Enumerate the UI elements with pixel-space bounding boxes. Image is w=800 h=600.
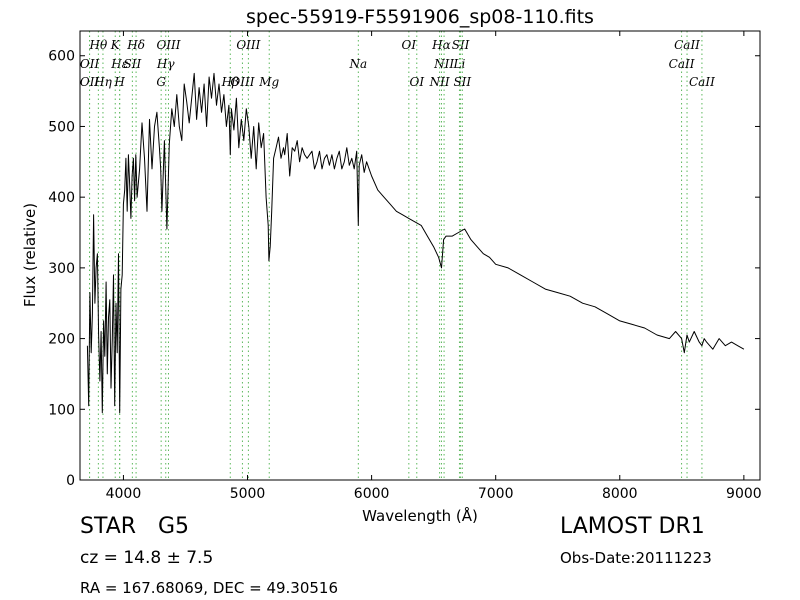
x-tick-label: 9000 [726,486,762,502]
marker-label: SII [452,38,470,52]
plot-frame [79,30,761,481]
marker-label: SII [453,75,471,89]
y-axis-label: Flux (relative) [21,203,39,307]
x-tick-label: 5000 [230,486,266,502]
marker-label: Li [453,57,466,71]
y-tick-label: 0 [66,473,75,489]
x-tick-label: 6000 [354,486,390,502]
y-tick-label: 200 [48,332,75,348]
marker-label: OI [402,38,417,52]
survey-label: LAMOST DR1 [560,514,705,539]
spectrum-line [86,72,745,414]
object-class: STAR [80,514,137,539]
marker-label: OIII [230,75,254,89]
y-tick-label: 400 [48,190,75,206]
x-tick-label: 8000 [602,486,638,502]
marker-label: H [113,75,125,89]
x-axis-label: Wavelength (Å) [362,506,478,525]
marker-label: Hγ [156,57,175,71]
marker-label: CaII [669,57,695,71]
marker-label: CaII [689,75,715,89]
y-tick-label: 100 [48,402,75,418]
marker-label: Hα [431,38,451,52]
marker-label: CaII [674,38,700,52]
x-tick-label: 7000 [478,486,514,502]
marker-label: Hδ [126,38,145,52]
marker-label: Hβ [221,75,239,89]
marker-label: Mg [258,75,279,89]
y-tick-label: 500 [48,119,75,135]
object-subclass: G5 [158,514,190,539]
y-axis: 0 100 200 300 400 500 600 [48,49,760,489]
marker-label: SII [124,57,142,71]
marker-label: NII [429,75,450,89]
marker-label: Na [349,57,368,71]
spectrum-line-layer [86,72,745,414]
redshift-label: cz = 14.8 ± 7.5 [80,548,214,568]
y-tick-label: 600 [48,49,75,65]
y-tick-label: 300 [48,261,75,277]
marker-label: G [156,75,166,89]
marker-label: Hη [93,75,112,89]
marker-label: OIII [156,38,180,52]
marker-label: NII [433,57,454,71]
marker-label: OII [80,75,100,89]
marker-label: K [110,38,121,52]
obs-date-label: Obs-Date:20111223 [560,549,712,567]
chart-title: spec-55919-F5591906_sp08-110.fits [246,6,594,28]
marker-label: OIII [236,38,260,52]
marker-label: Hθ [89,38,108,52]
marker-label: OI [409,75,424,89]
coordinates-label: RA = 167.68069, DEC = 49.30516 [80,579,339,597]
x-tick-label: 4000 [106,486,142,502]
x-axis: 4000 5000 6000 7000 8000 9000 [106,31,762,502]
